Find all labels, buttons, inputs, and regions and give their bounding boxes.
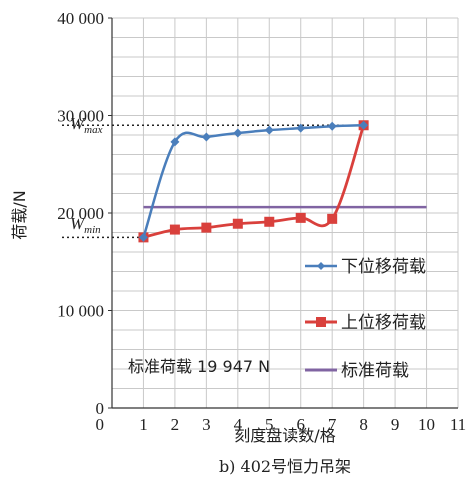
x-axis-title: 刻度盘读数/格: [234, 426, 335, 445]
x-tick-label: 4: [234, 415, 243, 434]
x-tick-label: 3: [202, 415, 211, 434]
wmin-sub: min: [84, 224, 101, 236]
wmax-sub: max: [84, 124, 102, 136]
data-point-down: [359, 120, 369, 130]
y-tick-label: 0: [96, 399, 105, 418]
x-tick-label: 8: [359, 415, 368, 434]
grid: [111, 17, 459, 409]
wmin-label: Wmin: [70, 214, 101, 236]
legend-label-up: 上位移荷载: [341, 313, 426, 333]
y-tick-label: 20 000: [57, 204, 104, 223]
x-tick-label: 6: [296, 415, 305, 434]
data-point-down: [138, 232, 148, 242]
data-point-down: [170, 137, 180, 147]
data-point-up: [201, 222, 212, 233]
data-point-up: [295, 212, 306, 223]
x-tick-label: 9: [391, 415, 400, 434]
legend: 下位移荷载 上位移荷载 标准荷载: [305, 257, 426, 381]
data-point-up: [232, 218, 243, 229]
reference-lines: [62, 124, 364, 239]
x-tick-label: 1: [139, 415, 148, 434]
y-axis-title: 荷载/N: [10, 190, 29, 239]
legend-marker-up: [316, 317, 326, 327]
x-tick-label: 11: [450, 415, 466, 434]
legend-label-standard: 标准荷载: [341, 361, 409, 381]
data-point-up: [264, 216, 275, 227]
wmin-main: W: [70, 214, 86, 233]
x-tick-label: 10: [418, 415, 435, 434]
data-point-down: [233, 128, 243, 138]
x-tick-label: 5: [265, 415, 274, 434]
wmax-label: Wmax: [70, 114, 103, 136]
wmax-main: W: [70, 114, 86, 133]
tick-labels: 0 10 000 20 000 30 000 40 000 0 1 2 3 4 5 6 7 8 9 10 11: [57, 9, 466, 434]
series-layer: [138, 120, 427, 243]
figure-caption: b) 402号恒力吊架: [219, 457, 351, 476]
data-point-up: [169, 224, 180, 235]
x-tick-label: 7: [328, 415, 337, 434]
data-point-down: [201, 132, 211, 142]
data-point-down: [264, 125, 274, 135]
data-point-up: [327, 213, 338, 224]
standard-load-annotation: 标准荷载 19 947 N: [128, 357, 270, 376]
y-tick-label: 30 000: [57, 107, 104, 126]
data-point-down: [296, 123, 306, 133]
y-tick-label: 40 000: [57, 9, 104, 28]
x-tick-label: 2: [171, 415, 180, 434]
legend-label-down: 下位移荷载: [341, 257, 426, 277]
data-point-down: [327, 121, 337, 131]
y-tick-label: 10 000: [57, 302, 104, 321]
x-tick-label: 0: [96, 415, 105, 434]
legend-marker-down: [317, 262, 325, 270]
